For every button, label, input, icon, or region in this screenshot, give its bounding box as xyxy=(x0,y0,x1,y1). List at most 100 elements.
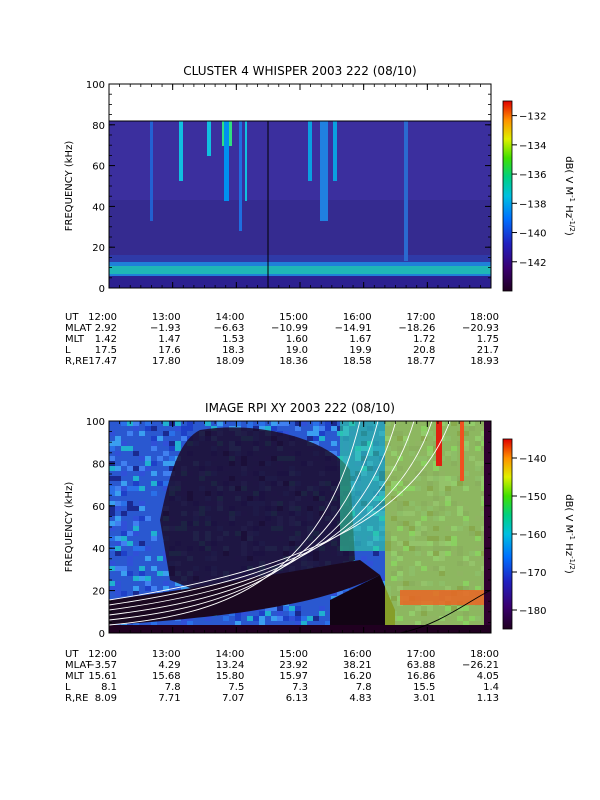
texture-cell xyxy=(283,606,289,611)
burst-10 xyxy=(333,121,337,181)
texture-cell xyxy=(187,616,193,621)
texture-cell xyxy=(163,486,169,491)
texture-cell xyxy=(109,566,115,571)
texture-cell xyxy=(235,421,241,426)
texture-cell xyxy=(109,446,115,451)
texture-cell xyxy=(313,431,319,436)
texture-cell xyxy=(109,501,115,506)
texture-cell xyxy=(265,606,271,611)
texture-cell xyxy=(175,426,181,431)
table-cell-1-3-6: 21.7 xyxy=(477,345,499,356)
table-cell-1-4-5: 18.77 xyxy=(407,356,436,367)
orbit-table-1: UT 12:00 13:00 14:00 15:00 16:00 17:00 18:00 MLA… xyxy=(65,312,499,367)
dark-void-region xyxy=(160,427,355,592)
texture-cell xyxy=(115,586,121,591)
spectrogram-1-band-emission xyxy=(109,266,491,274)
table-cell-1-4-2: 18.09 xyxy=(216,356,245,367)
texture-cell xyxy=(277,421,283,426)
texture-cell xyxy=(139,471,145,476)
colorbar-tick-label-1-3: −138 xyxy=(519,199,546,210)
table-cell-1-4-6: 18.93 xyxy=(470,356,499,367)
y-tick-label-1-3: 60 xyxy=(92,162,105,173)
table-cell-2-3-5: 15.5 xyxy=(413,682,435,693)
texture-cell xyxy=(271,606,277,611)
burst-9 xyxy=(320,121,328,221)
texture-cell xyxy=(313,426,319,431)
texture-cell xyxy=(313,616,319,621)
texture-cell xyxy=(175,441,181,446)
y-tick-label-2-5: 100 xyxy=(86,417,105,428)
table-cell-1-3-0: 17.5 xyxy=(95,345,117,356)
colorbar-tick-label-2-1: −150 xyxy=(519,492,546,503)
texture-cell xyxy=(121,551,127,556)
table-cell-2-3-3: 7.3 xyxy=(292,682,308,693)
texture-cell xyxy=(121,491,127,496)
table-cell-1-0-3: 15:00 xyxy=(279,312,308,323)
texture-cell xyxy=(235,621,241,626)
table-cell-2-3-4: 7.8 xyxy=(356,682,372,693)
texture-cell xyxy=(259,621,265,626)
table-row-label-2-2: MLT xyxy=(65,671,85,682)
texture-cell xyxy=(337,591,343,596)
panel-cluster: CLUSTER 4 WHISPER 2003 222 (08/10) xyxy=(64,64,576,367)
texture-cell xyxy=(187,421,193,426)
table-cell-2-3-0: 8.1 xyxy=(101,682,117,693)
texture-cell xyxy=(379,576,385,581)
texture-cell xyxy=(361,556,367,561)
texture-cell xyxy=(121,571,127,576)
texture-cell xyxy=(109,486,115,491)
table-cell-2-1-0: −3.57 xyxy=(86,660,117,671)
table-cell-2-2-2: 15.80 xyxy=(216,671,245,682)
table-row-label-2-1: MLAT xyxy=(65,660,92,671)
table-cell-1-2-0: 1.42 xyxy=(95,334,117,345)
texture-cell xyxy=(115,506,121,511)
dark-lower-band xyxy=(109,560,380,625)
texture-cell xyxy=(151,481,157,486)
texture-cell xyxy=(115,546,121,551)
texture-cell xyxy=(145,466,151,471)
texture-cell xyxy=(277,606,283,611)
table-cell-1-3-2: 18.3 xyxy=(222,345,244,356)
texture-cell xyxy=(331,451,337,456)
table-row-label-2-4: R,RE xyxy=(65,693,88,704)
texture-cell xyxy=(133,506,139,511)
texture-cell xyxy=(139,486,145,491)
table-cell-1-4-0: 17.47 xyxy=(88,356,117,367)
texture-cell xyxy=(151,436,157,441)
table-cell-1-2-5: 1.72 xyxy=(413,334,435,345)
texture-cell xyxy=(151,426,157,431)
colorbar-1-label: dB( V M-1 Hz-1/2) xyxy=(563,156,576,236)
texture-cell xyxy=(157,456,163,461)
texture-cell xyxy=(139,501,145,506)
texture-cell xyxy=(139,506,145,511)
texture-cell xyxy=(145,586,151,591)
texture-cell xyxy=(145,461,151,466)
overlay-curve-1 xyxy=(109,421,379,621)
texture-cell xyxy=(145,556,151,561)
texture-cell xyxy=(271,616,277,621)
table-cell-1-0-0: 12:00 xyxy=(88,312,117,323)
y-tick-label-2-3: 60 xyxy=(92,502,105,513)
y-tick-label-1-5: 100 xyxy=(86,80,105,91)
texture-cell xyxy=(181,621,187,626)
overlay-curve-4 xyxy=(109,421,433,606)
y-tick-label-2-1: 20 xyxy=(92,587,105,598)
texture-cell xyxy=(127,501,133,506)
texture-cell xyxy=(331,426,337,431)
burst-1 xyxy=(150,121,153,221)
texture-cell xyxy=(175,581,181,586)
table-cell-2-2-1: 15.68 xyxy=(152,671,181,682)
texture-cell xyxy=(163,586,169,591)
texture-cell xyxy=(295,616,301,621)
axes-2: 0 20 40 60 80 100 xyxy=(86,417,492,640)
texture-cell xyxy=(133,481,139,486)
texture-cell xyxy=(109,466,115,471)
texture-cell xyxy=(109,581,115,586)
texture-cell xyxy=(115,491,121,496)
texture-cell xyxy=(181,436,187,441)
texture-cell xyxy=(139,456,145,461)
chart-title-1: CLUSTER 4 WHISPER 2003 222 (08/10) xyxy=(183,64,416,78)
texture-cell xyxy=(121,471,127,476)
colorbar-tick-label-2-0: −140 xyxy=(519,454,546,465)
overlay-curves xyxy=(109,421,491,633)
